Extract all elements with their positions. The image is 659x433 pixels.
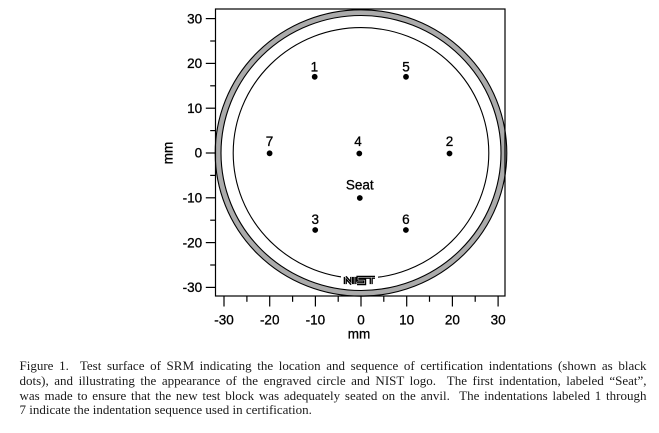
svg-text:30: 30 (491, 312, 506, 327)
svg-text:4: 4 (354, 134, 362, 149)
svg-text:10: 10 (187, 101, 202, 116)
svg-text:-30: -30 (214, 312, 234, 327)
svg-text:-30: -30 (183, 280, 203, 295)
svg-text:Seat: Seat (346, 178, 374, 193)
svg-text:-10: -10 (183, 191, 203, 206)
svg-text:6: 6 (402, 212, 410, 227)
svg-text:mm: mm (161, 142, 176, 165)
svg-text:10: 10 (399, 312, 414, 327)
svg-text:0: 0 (357, 312, 365, 327)
svg-text:2: 2 (446, 134, 454, 149)
svg-text:-10: -10 (306, 312, 326, 327)
svg-text:3: 3 (311, 212, 319, 227)
svg-text:20: 20 (187, 56, 202, 71)
svg-text:mm: mm (348, 327, 371, 342)
svg-text:20: 20 (445, 312, 460, 327)
svg-text:30: 30 (187, 11, 202, 26)
svg-text:7: 7 (266, 134, 274, 149)
svg-text:5: 5 (402, 59, 410, 74)
svg-text:0: 0 (195, 146, 203, 161)
svg-text:1: 1 (311, 59, 319, 74)
svg-text:-20: -20 (183, 235, 203, 250)
svg-text:-20: -20 (260, 312, 280, 327)
